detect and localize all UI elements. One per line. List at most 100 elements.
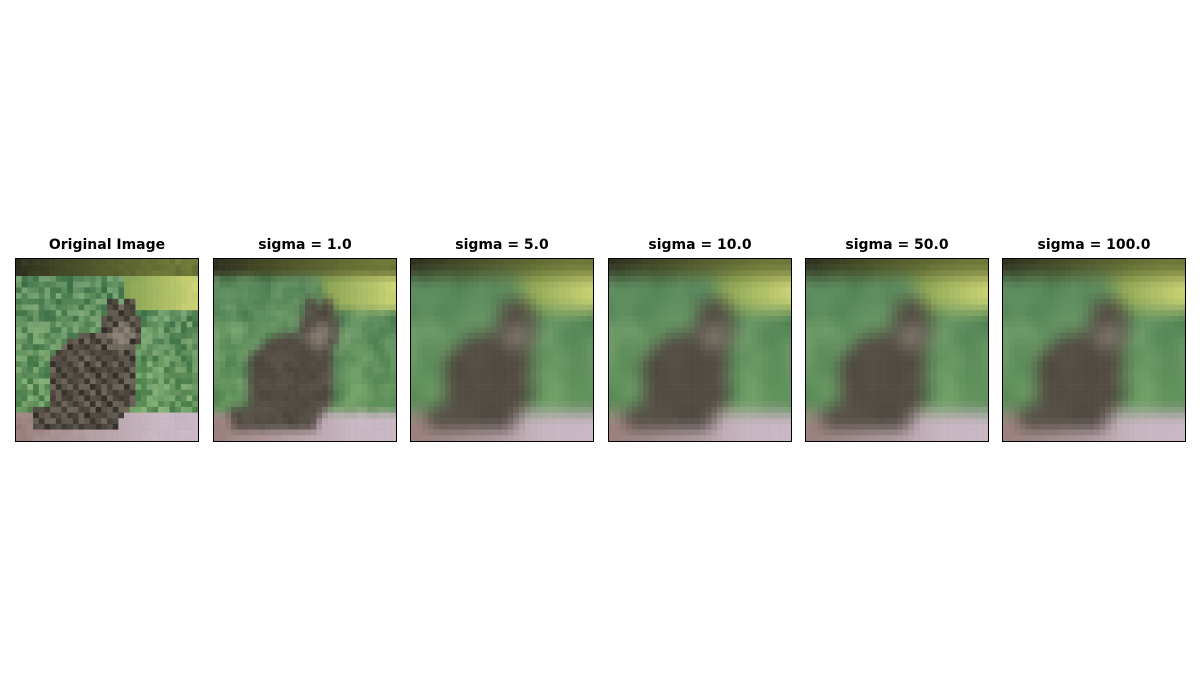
- image-pixel: [541, 338, 548, 345]
- image-pixel: [817, 287, 824, 294]
- image-pixel: [530, 367, 537, 373]
- image-pixel: [450, 429, 457, 436]
- image-pixel: [146, 310, 153, 316]
- image-pixel: [756, 355, 763, 362]
- image-pixel: [479, 332, 486, 339]
- image-pixel: [350, 401, 357, 407]
- image-pixel: [356, 378, 362, 385]
- image-pixel: [21, 429, 28, 436]
- image-pixel: [219, 304, 226, 311]
- image-pixel: [581, 270, 588, 277]
- image-pixel: [919, 401, 926, 407]
- image-pixel: [21, 304, 28, 311]
- image-pixel: [874, 315, 881, 322]
- image-pixel: [620, 401, 627, 407]
- image-pixel: [953, 281, 960, 288]
- image-pixel: [333, 315, 340, 322]
- image-pixel: [433, 395, 440, 402]
- image-pixel: [253, 298, 260, 305]
- image-pixel: [390, 429, 396, 436]
- image-pixel: [248, 332, 254, 339]
- image-pixel: [785, 355, 791, 362]
- image-pixel: [587, 304, 593, 311]
- image-pixel: [851, 304, 858, 311]
- image-pixel: [50, 395, 56, 402]
- image-pixel: [756, 384, 763, 390]
- image-pixel: [327, 355, 334, 362]
- image-pixel: [248, 350, 254, 356]
- image-pixel: [253, 287, 260, 294]
- image-pixel: [467, 264, 474, 271]
- image-pixel: [671, 384, 678, 390]
- image-pixel: [484, 435, 491, 441]
- image-pixel: [378, 270, 385, 277]
- image-pixel: [180, 293, 187, 299]
- image-pixel: [141, 412, 147, 419]
- image-pixel: [677, 332, 684, 339]
- image-pixel: [248, 287, 254, 294]
- image-pixel: [248, 264, 254, 271]
- image-pixel: [129, 406, 136, 413]
- image-pixel: [44, 367, 51, 373]
- image-pixel: [141, 332, 147, 339]
- image-pixel: [361, 350, 368, 356]
- image-pixel: [55, 429, 62, 436]
- image-pixel: [270, 395, 277, 402]
- image-pixel: [705, 423, 712, 430]
- image-pixel: [416, 435, 423, 441]
- image-pixel: [27, 401, 34, 407]
- image-pixel: [390, 389, 396, 396]
- image-pixel: [665, 429, 672, 436]
- image-pixel: [422, 338, 429, 345]
- image-pixel: [450, 315, 457, 322]
- image-pixel: [682, 384, 689, 390]
- image-pixel: [751, 270, 757, 277]
- image-pixel: [129, 310, 136, 316]
- image-pixel: [101, 435, 108, 441]
- image-pixel: [378, 304, 385, 311]
- image-pixel: [919, 270, 926, 277]
- image-pixel: [361, 418, 368, 425]
- image-pixel: [270, 389, 277, 396]
- image-pixel: [717, 321, 723, 328]
- image-pixel: [236, 395, 243, 402]
- image-pixel: [564, 395, 571, 402]
- image-pixel: [665, 281, 672, 288]
- image-pixel: [21, 327, 28, 334]
- image-pixel: [445, 315, 451, 322]
- image-pixel: [236, 378, 243, 385]
- image-pixel: [112, 287, 119, 294]
- image-pixel: [834, 384, 841, 390]
- image-pixel: [44, 264, 51, 271]
- image-pixel: [806, 270, 812, 277]
- image-pixel: [700, 389, 706, 396]
- image-pixel: [728, 259, 735, 265]
- image-pixel: [158, 281, 164, 288]
- image-pixel: [834, 259, 841, 265]
- image-pixel: [78, 270, 85, 277]
- image-pixel: [519, 293, 525, 299]
- image-pixel: [214, 276, 220, 282]
- image-pixel: [135, 367, 142, 373]
- image-pixel: [327, 270, 334, 277]
- image-pixel: [536, 304, 542, 311]
- image-pixel: [643, 355, 649, 362]
- image-pixel: [868, 384, 875, 390]
- image-pixel: [862, 287, 869, 294]
- image-pixel: [248, 259, 254, 265]
- image-pixel: [163, 435, 170, 441]
- image-pixel: [214, 298, 220, 305]
- image-pixel: [33, 367, 39, 373]
- image-pixel: [180, 355, 187, 362]
- image-pixel: [575, 287, 582, 294]
- image-pixel: [67, 304, 73, 311]
- image-pixel: [914, 361, 920, 368]
- image-pixel: [558, 435, 565, 441]
- panel-original: Original Image: [15, 234, 199, 442]
- image-pixel: [72, 372, 79, 379]
- image-pixel: [936, 350, 943, 356]
- image-pixel: [711, 259, 718, 265]
- image-pixel: [581, 372, 588, 379]
- image-pixel: [124, 298, 130, 305]
- image-pixel: [976, 355, 983, 362]
